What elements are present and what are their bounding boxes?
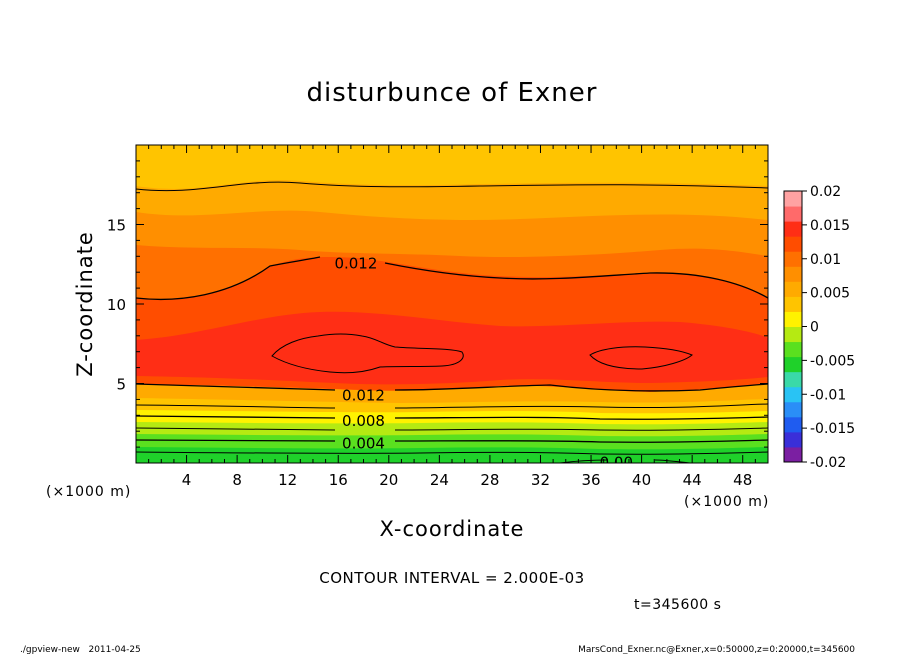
x-tick-label: 20 — [379, 471, 398, 489]
colorbar-swatch — [784, 206, 802, 222]
x-tick-label: 48 — [733, 471, 752, 489]
colorbar-swatch — [784, 371, 802, 388]
colorbar-swatch — [784, 296, 802, 312]
colorbar-swatch — [784, 311, 802, 327]
colorbar: -0.02 -0.015 -0.01 -0.005 0 0.005 0.01 0.015 0.0… — [783, 184, 855, 471]
contour-label: 0.012 — [334, 255, 377, 273]
colorbar-label: 0.015 — [810, 218, 850, 234]
x-tick-label: 8 — [232, 471, 242, 489]
x-tick-label: 16 — [329, 471, 348, 489]
blob-1 — [271, 333, 464, 374]
contour-interval: CONTOUR INTERVAL = 2.000E-03 — [319, 569, 584, 587]
x-tick-label: 36 — [581, 471, 600, 489]
contour-labels: 0.012 0.012 0.008 0.004 0.00 — [334, 255, 633, 471]
colorbar-swatch — [784, 281, 802, 297]
colorbar-swatch — [784, 431, 802, 448]
time-label: t=345600 s — [634, 597, 721, 613]
x-tick-label: 12 — [278, 471, 297, 489]
y-axis-label: Z-coordinate — [73, 231, 97, 377]
x-tick-label: 4 — [182, 471, 192, 489]
colorbar-label: -0.015 — [810, 421, 855, 437]
contour-lines — [136, 181, 768, 463]
colorbar-swatch — [784, 401, 802, 418]
colorbar-swatch — [784, 266, 802, 282]
colorbar-label: 0.01 — [810, 252, 841, 268]
y-tick-label: 15 — [107, 217, 126, 235]
x-tick-label: 28 — [480, 471, 499, 489]
contour-label: 0.00 — [600, 453, 633, 471]
x-unit-left: (×1000 m) — [46, 484, 131, 500]
colorbar-swatch — [784, 221, 802, 237]
colorbar-label: 0.02 — [810, 184, 841, 200]
colorbar-swatch — [784, 191, 802, 207]
colorbar-swatch — [784, 326, 802, 343]
colorbar-swatch — [784, 236, 802, 252]
x-tick-label: 40 — [632, 471, 651, 489]
colorbar-swatch — [784, 251, 802, 267]
colorbar-swatch — [784, 416, 802, 433]
x-axis-label: X-coordinate — [380, 517, 525, 541]
x-tick-label: 32 — [531, 471, 550, 489]
colorbar-swatch — [784, 356, 802, 373]
x-unit-right: (×1000 m) — [684, 494, 769, 510]
colorbar-label: 0.005 — [810, 286, 850, 302]
x-tick-label: 24 — [430, 471, 449, 489]
colorbar-swatch — [784, 446, 802, 463]
contour-label: 0.012 — [342, 387, 385, 405]
colorbar-label: 0 — [810, 320, 819, 336]
colorbar-swatch — [784, 341, 802, 358]
y-tick-label: 5 — [116, 376, 126, 394]
footer-right: MarsCond_Exner.nc@Exner,x=0:50000,z=0:20… — [578, 645, 855, 654]
colorbar-swatch — [784, 386, 802, 403]
colorbar-label: -0.01 — [810, 387, 846, 403]
y-tick-label: 10 — [107, 296, 126, 314]
chart-title: disturbunce of Exner — [307, 78, 598, 108]
contour-label: 0.008 — [342, 412, 385, 430]
x-tick-label: 44 — [683, 471, 702, 489]
colorbar-label: -0.02 — [810, 455, 846, 471]
contour-label: 0.004 — [342, 434, 385, 452]
plot-area: 0.012 0.012 0.008 0.004 0.00 — [136, 145, 768, 471]
blob-2 — [589, 346, 693, 370]
band-green — [136, 447, 768, 463]
footer-left: ./gpview-new 2011-04-25 — [20, 645, 141, 654]
colorbar-label: -0.005 — [810, 353, 855, 369]
